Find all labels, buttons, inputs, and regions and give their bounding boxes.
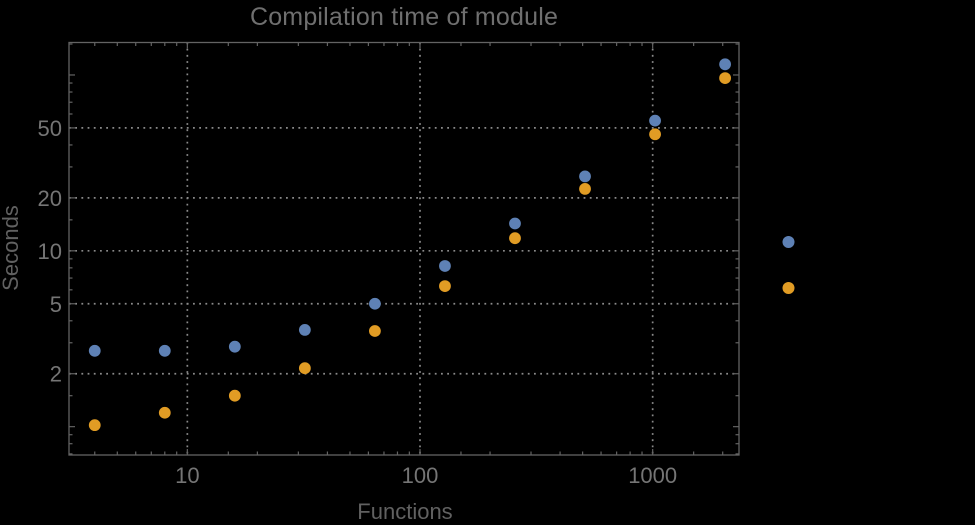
data-point-series-1-x64 <box>369 297 381 310</box>
data-point-series-2-x8 <box>158 406 171 419</box>
data-point-series-1-x128 <box>439 260 451 272</box>
y-axis-title: Seconds <box>0 205 23 291</box>
y-tick-label-10: 10 <box>38 239 62 264</box>
data-point-series-2-x2048 <box>719 72 732 84</box>
y-tick-label-20: 20 <box>38 186 62 211</box>
data-point-series-1-x8 <box>158 344 171 357</box>
data-point-series-1-x2048 <box>719 58 732 71</box>
legend-marker-series-1 <box>782 236 795 248</box>
data-point-series-2-x256 <box>509 232 521 245</box>
data-point-series-1-x16 <box>228 340 241 353</box>
data-point-series-2-x1024 <box>649 128 661 141</box>
data-point-series-2-x128 <box>439 280 451 293</box>
x-tick-label-10: 10 <box>175 463 199 488</box>
data-point-series-2-x512 <box>579 182 591 195</box>
x-tick-label-100: 100 <box>402 463 439 488</box>
x-tick-label-1000: 1000 <box>628 463 677 488</box>
data-point-series-1-x1024 <box>649 114 661 127</box>
x-axis-title: Functions <box>357 499 453 524</box>
plot-frame <box>68 41 740 456</box>
legend-marker-series-2 <box>782 282 795 294</box>
data-point-series-1-x256 <box>509 217 521 230</box>
data-point-series-1-x4 <box>88 344 101 357</box>
data-point-series-2-x4 <box>88 419 101 432</box>
data-point-series-2-x64 <box>369 325 381 337</box>
y-tick-label-50: 50 <box>38 116 62 141</box>
y-tick-label-5: 5 <box>50 292 62 317</box>
data-point-series-1-x32 <box>298 324 311 336</box>
data-point-series-2-x32 <box>298 362 311 375</box>
data-point-series-1-x512 <box>579 170 591 183</box>
chart-title: Compilation time of module <box>249 3 559 31</box>
data-point-series-2-x16 <box>228 389 241 402</box>
y-tick-label-2: 2 <box>50 362 62 387</box>
